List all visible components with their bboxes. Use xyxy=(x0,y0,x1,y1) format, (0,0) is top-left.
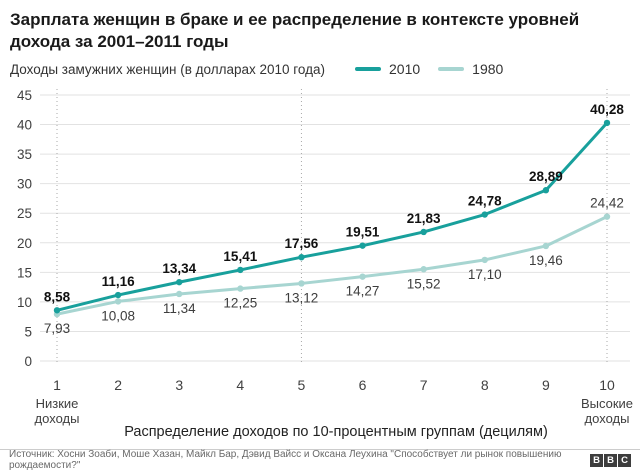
data-label-1980: 19,46 xyxy=(529,253,563,268)
data-point-2010 xyxy=(420,228,427,236)
bbc-logo-block-b2: B xyxy=(604,453,617,467)
data-label-2010: 11,16 xyxy=(102,274,136,289)
chart-title-line2: дохода за 2001–2011 годы xyxy=(10,32,229,52)
x-tick-label: 8 xyxy=(481,377,489,393)
y-tick-label: 35 xyxy=(17,147,32,162)
data-label-1980: 24,42 xyxy=(590,196,624,211)
data-point-2010 xyxy=(114,292,122,299)
data-point-1980 xyxy=(176,290,183,298)
y-tick-label: 30 xyxy=(17,177,32,192)
data-point-1980 xyxy=(481,256,488,264)
y-tick-label: 25 xyxy=(17,206,32,221)
y-tick-label: 45 xyxy=(17,88,32,103)
data-label-2010: 24,78 xyxy=(468,194,502,209)
legend-swatch-2010 xyxy=(355,67,381,72)
bbc-logo-block-c: C xyxy=(618,453,631,467)
x-tick-label: 10 xyxy=(599,377,615,393)
data-label-1980: 12,25 xyxy=(223,296,257,311)
x-tick-label: 3 xyxy=(175,377,183,393)
x-annotation-high: доходы xyxy=(585,411,630,426)
x-tick-label: 1 xyxy=(53,377,61,393)
data-point-2010 xyxy=(53,307,61,314)
x-tick-label: 5 xyxy=(298,377,306,393)
data-label-2010: 19,51 xyxy=(346,225,380,240)
data-label-1980: 10,08 xyxy=(101,309,135,324)
data-label-2010: 15,41 xyxy=(223,249,257,264)
y-tick-label: 5 xyxy=(24,325,32,340)
chart-header: Зарплата женщин в браке и ее распределен… xyxy=(0,0,640,77)
data-point-2010 xyxy=(176,279,183,286)
data-label-2010: 40,28 xyxy=(590,102,624,117)
data-label-2010: 21,83 xyxy=(407,211,441,226)
data-label-1980: 7,93 xyxy=(44,321,70,336)
legend-label-2010: 2010 xyxy=(389,61,421,78)
line-1980 xyxy=(55,215,609,316)
data-point-1980 xyxy=(359,273,366,281)
data-point-1980 xyxy=(603,213,611,221)
data-label-1980: 13,12 xyxy=(285,291,319,306)
data-point-1980 xyxy=(542,242,550,250)
source-text: Источник: Хосни Зоаби, Моше Хазан, Майкл… xyxy=(9,449,562,470)
legend-swatch-1980 xyxy=(438,67,465,72)
x-tick-label: 2 xyxy=(114,377,122,393)
x-annotation-low: Низкие xyxy=(36,396,79,411)
data-label-2010: 8,58 xyxy=(44,289,71,304)
legend: 2010 1980 xyxy=(337,61,503,77)
chart-footer: Источник: Хосни Зоаби, Моше Хазан, Майкл… xyxy=(0,449,640,470)
y-tick-label: 40 xyxy=(17,118,32,133)
legend-item-1980: 1980 xyxy=(438,61,503,77)
chart-subtitle: Доходы замужних женщин (в долларах 2010 … xyxy=(10,61,325,77)
x-tick-label: 7 xyxy=(420,377,428,393)
y-tick-label: 15 xyxy=(17,266,32,281)
data-point-2010 xyxy=(298,254,305,261)
x-tick-label: 9 xyxy=(542,377,550,393)
data-label-1980: 11,34 xyxy=(163,301,196,316)
x-annotation-high: Высокие xyxy=(581,396,633,411)
data-point-2010 xyxy=(603,119,611,127)
legend-item-2010: 2010 xyxy=(355,61,420,77)
bbc-logo: B B C xyxy=(589,453,631,467)
data-label-1980: 17,10 xyxy=(468,267,502,282)
y-tick-label: 20 xyxy=(17,236,32,251)
chart-title: Зарплата женщин в браке и ее распределен… xyxy=(10,9,628,53)
data-point-2010 xyxy=(481,211,488,218)
data-point-1980 xyxy=(298,280,305,287)
data-point-2010 xyxy=(542,187,550,194)
x-tick-label: 6 xyxy=(359,377,367,393)
y-tick-label: 0 xyxy=(24,354,32,369)
data-label-1980: 14,27 xyxy=(346,284,380,299)
data-label-2010: 13,34 xyxy=(162,261,196,276)
x-tick-label: 4 xyxy=(236,377,244,393)
data-label-2010: 17,56 xyxy=(285,236,319,251)
line-2010 xyxy=(55,121,609,312)
data-label-1980: 15,52 xyxy=(407,276,441,291)
legend-label-1980: 1980 xyxy=(472,61,504,78)
data-point-2010 xyxy=(237,266,244,274)
x-axis-title: Распределение доходов по 10-процентным г… xyxy=(124,424,548,440)
bbc-logo-block-b1: B xyxy=(590,453,603,467)
data-point-1980 xyxy=(114,298,122,305)
x-annotation-low: доходы xyxy=(35,411,80,426)
data-point-2010 xyxy=(359,242,366,250)
data-point-1980 xyxy=(237,285,244,292)
data-point-1980 xyxy=(420,266,427,273)
chart-title-line1: Зарплата женщин в браке и ее распределен… xyxy=(10,10,580,29)
subtitle-row: Доходы замужних женщин (в долларах 2010 … xyxy=(10,61,628,77)
data-label-2010: 28,89 xyxy=(529,169,563,184)
y-tick-label: 10 xyxy=(17,295,32,310)
